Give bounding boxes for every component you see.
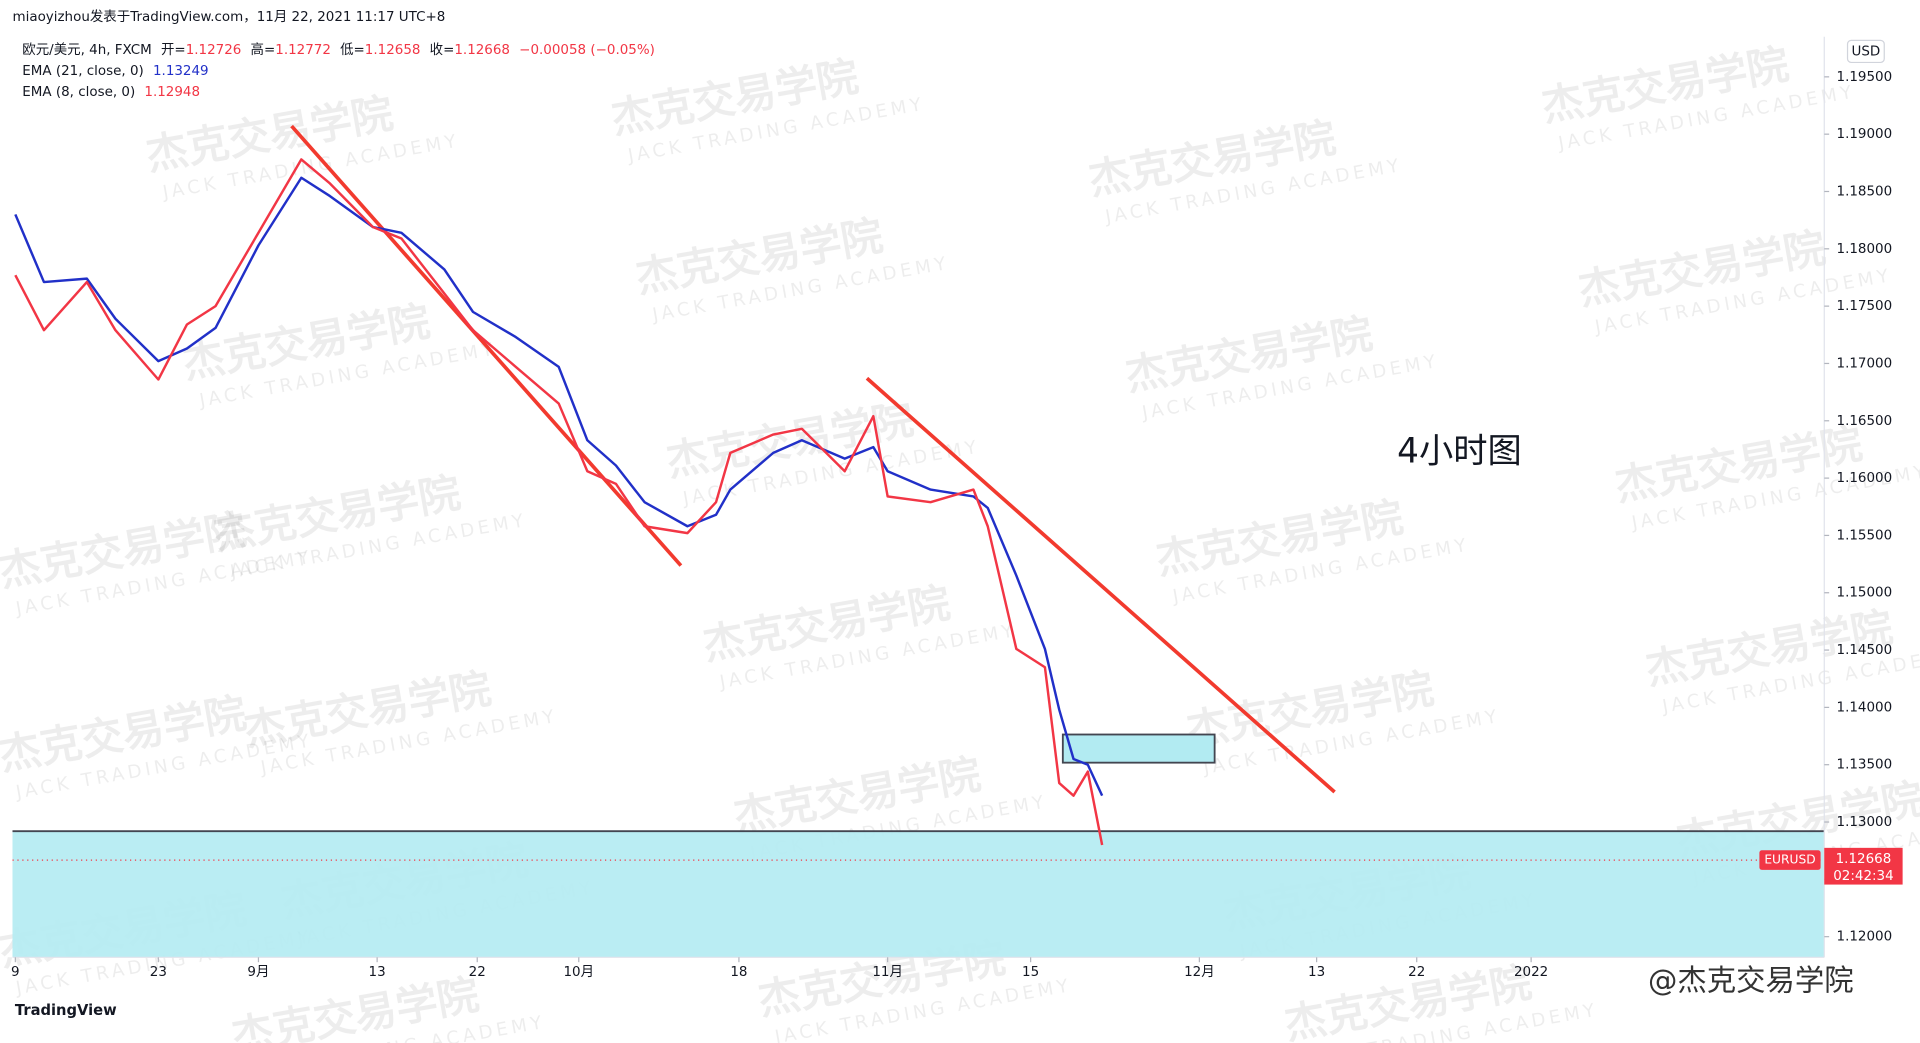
y-tick-label: 1.12000 <box>1837 930 1893 945</box>
x-tick-label: 22 <box>469 965 486 980</box>
plot: 1.120001.125001.130001.135001.140001.145… <box>11 70 1903 980</box>
close-value: 1.12668 <box>454 43 510 58</box>
legend-entry: EMA (21, close, 0) 1.13249 <box>22 64 208 79</box>
y-tick-label: 1.14500 <box>1837 643 1893 658</box>
symbol: 欧元/美元, 4h, FXCM <box>22 42 152 58</box>
x-tick-label: 13 <box>369 965 386 980</box>
y-tick-label: 1.16500 <box>1837 414 1893 429</box>
x-tick-label: 9 <box>11 965 20 980</box>
low-label: 低= <box>340 42 365 58</box>
trend-line <box>865 376 1336 794</box>
legend-name: EMA (21, close, 0) <box>22 64 144 79</box>
support-zone <box>12 831 1825 958</box>
change: −0.00058 (−0.05%) <box>519 43 655 58</box>
close-label: 收= <box>430 42 455 58</box>
countdown-label: 02:42:34 <box>1833 869 1893 884</box>
y-tick-label: 1.17500 <box>1837 299 1893 314</box>
y-tick-label: 1.18000 <box>1837 242 1893 257</box>
y-tick-label: 1.13000 <box>1837 815 1893 830</box>
brand: TradingView <box>15 1002 117 1019</box>
high-value: 1.12772 <box>275 43 331 58</box>
price-badge <box>1824 847 1903 885</box>
legend-value: 1.12948 <box>144 85 200 100</box>
currency-button[interactable] <box>1846 39 1885 64</box>
y-tick-label: 1.15000 <box>1837 586 1893 601</box>
trend-line <box>290 124 683 567</box>
y-tick-label: 1.15500 <box>1837 528 1893 543</box>
y-tick-label: 1.19500 <box>1837 70 1893 85</box>
ohlc-legend: 欧元/美元, 4h, FXCM 开=1.12726 高=1.12772 低=1.… <box>22 41 655 58</box>
y-tick-label: 1.17000 <box>1837 356 1893 371</box>
x-tick-label: 15 <box>1022 965 1039 980</box>
low-value: 1.12658 <box>365 43 421 58</box>
symbol-badge <box>1759 850 1821 870</box>
x-tick-label: 2022 <box>1514 965 1548 980</box>
header: miaoyizhou发表于TradingView.com，11月 22, 202… <box>12 9 445 25</box>
x-tick-label: 9月 <box>247 965 269 980</box>
x-tick-label: 23 <box>150 965 167 980</box>
x-tick-label: 13 <box>1308 965 1325 980</box>
y-tick-label: 1.13500 <box>1837 758 1893 773</box>
price-label: 1.12668 <box>1836 852 1892 867</box>
symbol-label: EURUSD <box>1764 853 1815 867</box>
y-tick-label: 1.18500 <box>1837 184 1893 199</box>
resistance-zone <box>1061 733 1216 764</box>
legend-entry: EMA (8, close, 0) 1.12948 <box>22 85 200 100</box>
y-tick-label: 1.14000 <box>1837 700 1893 715</box>
x-tick-label: 10月 <box>563 965 594 980</box>
series-line <box>14 176 1104 797</box>
y-tick-label: 1.19000 <box>1837 127 1893 142</box>
series-line <box>14 158 1104 846</box>
high-label: 高= <box>251 41 276 58</box>
annotation: 4小时图 <box>1397 431 1522 471</box>
x-tick-label: 18 <box>730 965 747 980</box>
legend-value: 1.13249 <box>153 64 209 79</box>
credit: @杰克交易学院 <box>1648 963 1854 997</box>
y-tick-label: 1.16000 <box>1837 471 1893 486</box>
open-label: 开= <box>161 43 186 58</box>
legend-name: EMA (8, close, 0) <box>22 85 135 100</box>
currency[interactable]: USD <box>1852 44 1881 59</box>
open-value: 1.12726 <box>186 43 242 58</box>
x-tick-label: 12月 <box>1184 965 1215 980</box>
x-tick-label: 22 <box>1408 965 1425 980</box>
x-tick-label: 11月 <box>872 965 903 980</box>
